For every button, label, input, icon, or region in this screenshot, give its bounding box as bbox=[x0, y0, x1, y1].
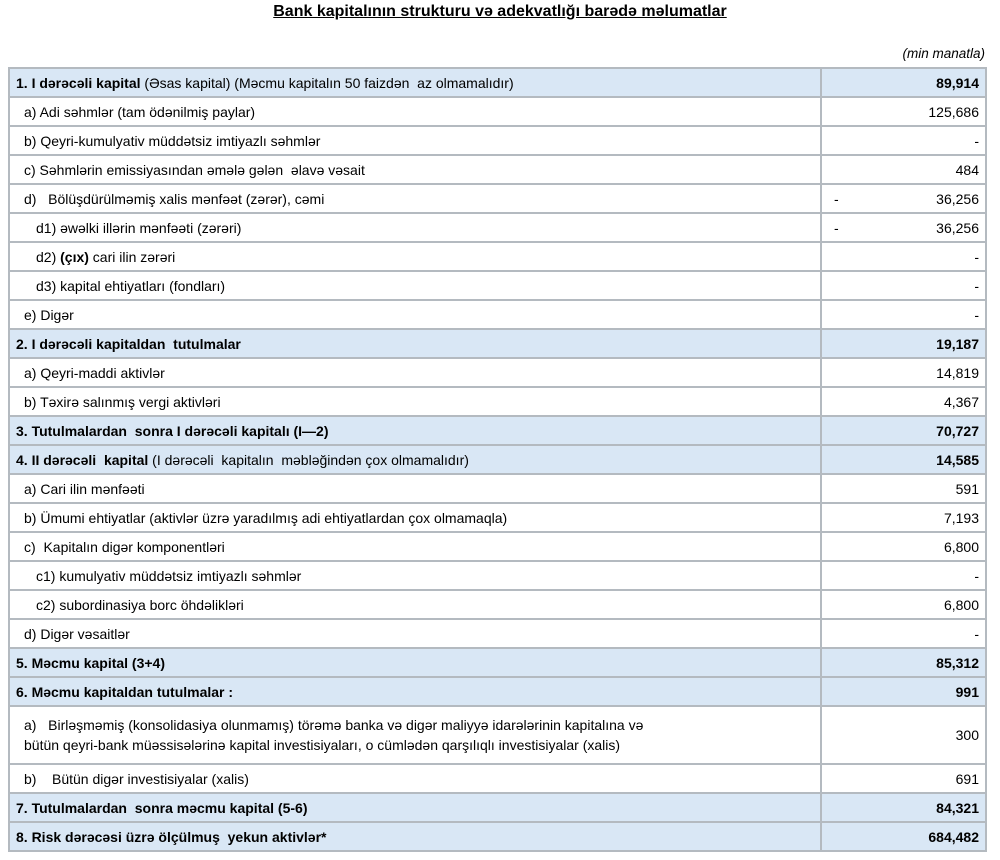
row-label-cell: c) Səhmlərin emissiyasından əmələ gələn … bbox=[8, 154, 822, 185]
row-value-cell: 85,312 bbox=[820, 647, 987, 678]
row-value-cell: - bbox=[820, 560, 987, 591]
row-value-cell: 19,187 bbox=[820, 328, 987, 359]
row-value-cell: 591 bbox=[820, 473, 987, 504]
row-label-cell: e) Digər bbox=[8, 299, 822, 330]
row-value-cell: 484 bbox=[820, 154, 987, 185]
table-row-2: 2. I dərəcəli kapitaldan tutulmalar 19,1… bbox=[8, 328, 987, 359]
row-value-cell: - bbox=[820, 299, 987, 330]
row-label-cell: a) Qeyri-maddi aktivlər bbox=[8, 357, 822, 388]
row-label-cell: c) Kapitalın digər komponentləri bbox=[8, 531, 822, 562]
table-row-1d1: d1) əwəlki illərin mənfəəti (zərəri) -36… bbox=[8, 212, 987, 243]
table-row-4d: d) Digər vəsaitlər - bbox=[8, 618, 987, 649]
row-value-cell: 6,800 bbox=[820, 589, 987, 620]
row-label-cell: b) Təxirə salınmış vergi aktivləri bbox=[8, 386, 822, 417]
table-row-1d2: d2) (çıx) cari ilin zərəri - bbox=[8, 241, 987, 272]
row-value-cell: 7,193 bbox=[820, 502, 987, 533]
table-row-7: 7. Tutulmalardan sonra məcmu kapital (5-… bbox=[8, 792, 987, 823]
table-row-1c: c) Səhmlərin emissiyasından əmələ gələn … bbox=[8, 154, 987, 185]
row-value-cell: 6,800 bbox=[820, 531, 987, 562]
row-label-cell: 8. Risk dərəcəsi üzrə ölçülmuş yekun akt… bbox=[8, 821, 822, 852]
unit-note: (min manatla) bbox=[902, 46, 985, 61]
row-value-cell: - bbox=[820, 270, 987, 301]
table-row-8: 8. Risk dərəcəsi üzrə ölçülmuş yekun akt… bbox=[8, 821, 987, 852]
page-title: Bank kapitalının strukturu və adekvatlığ… bbox=[273, 3, 727, 20]
table-row-1d3: d3) kapital ehtiyatları (fondları) - bbox=[8, 270, 987, 301]
row-label-cell: 4. II dərəcəli kapital (I dərəcəli kapit… bbox=[8, 444, 822, 475]
row-value-cell: 684,482 bbox=[820, 821, 987, 852]
table-row-2a: a) Qeyri-maddi aktivlər 14,819 bbox=[8, 357, 987, 388]
row-label-cell: 5. Məcmu kapital (3+4) bbox=[8, 647, 822, 678]
row-label-cell: d) Digər vəsaitlər bbox=[8, 618, 822, 649]
row-value-cell: 300 bbox=[820, 705, 987, 765]
table-row-6a: a) Birləşməmiş (konsolidasiya olunmamış)… bbox=[8, 705, 987, 765]
row-value-cell: 691 bbox=[820, 763, 987, 794]
row-label-cell: 2. I dərəcəli kapitaldan tutulmalar bbox=[8, 328, 822, 359]
row-label-cell: 1. I dərəcəli kapital (Əsas kapital) (Mə… bbox=[8, 67, 822, 98]
table-row-4c1: c1) kumulyativ müddətsiz imtiyazlı səhml… bbox=[8, 560, 987, 591]
table-row-4a: a) Cari ilin mənfəəti 591 bbox=[8, 473, 987, 504]
row-value-cell: - bbox=[820, 125, 987, 156]
row-value-cell: 125,686 bbox=[820, 96, 987, 127]
table-row-5: 5. Məcmu kapital (3+4) 85,312 bbox=[8, 647, 987, 678]
table-row-3: 3. Tutulmalardan sonra I dərəcəli kapita… bbox=[8, 415, 987, 446]
row-label-cell: a) Adi səhmlər (tam ödənilmiş paylar) bbox=[8, 96, 822, 127]
row-value-cell: 89,914 bbox=[820, 67, 987, 98]
row-value-cell: - bbox=[820, 618, 987, 649]
row-label-cell: b) Bütün digər investisiyalar (xalis) bbox=[8, 763, 822, 794]
row-value-cell: -36,256 bbox=[820, 183, 987, 214]
row-value-cell: 4,367 bbox=[820, 386, 987, 417]
row-value-cell: 14,819 bbox=[820, 357, 987, 388]
table-row-1d: d) Bölüşdürülməmiş xalis mənfəət (zərər)… bbox=[8, 183, 987, 214]
row-label-cell: b) Ümumi ehtiyatlar (aktivlər üzrə yarad… bbox=[8, 502, 822, 533]
table-row-4c: c) Kapitalın digər komponentləri 6,800 bbox=[8, 531, 987, 562]
row-label-cell: c2) subordinasiya borc öhdəlikləri bbox=[8, 589, 822, 620]
row-label-cell: a) Cari ilin mənfəəti bbox=[8, 473, 822, 504]
row-label-cell: c1) kumulyativ müddətsiz imtiyazlı səhml… bbox=[8, 560, 822, 591]
row-value-cell: 84,321 bbox=[820, 792, 987, 823]
row-label-cell: d3) kapital ehtiyatları (fondları) bbox=[8, 270, 822, 301]
row-label-cell: b) Qeyri-kumulyativ müddətsiz imtiyazlı … bbox=[8, 125, 822, 156]
table-row-1a: a) Adi səhmlər (tam ödənilmiş paylar) 12… bbox=[8, 96, 987, 127]
row-label-cell: 3. Tutulmalardan sonra I dərəcəli kapita… bbox=[8, 415, 822, 446]
table-row-4: 4. II dərəcəli kapital (I dərəcəli kapit… bbox=[8, 444, 987, 475]
table-row-1e: e) Digər - bbox=[8, 299, 987, 330]
row-label-cell: a) Birləşməmiş (konsolidasiya olunmamış)… bbox=[8, 705, 822, 765]
table-row-1: 1. I dərəcəli kapital (Əsas kapital) (Mə… bbox=[8, 67, 987, 98]
row-value-cell: 70,727 bbox=[820, 415, 987, 446]
table-row-6: 6. Məcmu kapitaldan tutulmalar : 991 bbox=[8, 676, 987, 707]
row-label-cell: d) Bölüşdürülməmiş xalis mənfəət (zərər)… bbox=[8, 183, 822, 214]
row-label-cell: 6. Məcmu kapitaldan tutulmalar : bbox=[8, 676, 822, 707]
table-row-2b: b) Təxirə salınmış vergi aktivləri 4,367 bbox=[8, 386, 987, 417]
table-row-4b: b) Ümumi ehtiyatlar (aktivlər üzrə yarad… bbox=[8, 502, 987, 533]
row-label-cell: 7. Tutulmalardan sonra məcmu kapital (5-… bbox=[8, 792, 822, 823]
row-value-cell: 991 bbox=[820, 676, 987, 707]
capital-structure-table: 1. I dərəcəli kapital (Əsas kapital) (Mə… bbox=[8, 67, 987, 852]
row-label-cell: d1) əwəlki illərin mənfəəti (zərəri) bbox=[8, 212, 822, 243]
table-row-1b: b) Qeyri-kumulyativ müddətsiz imtiyazlı … bbox=[8, 125, 987, 156]
row-value-cell: - bbox=[820, 241, 987, 272]
row-label-cell: d2) (çıx) cari ilin zərəri bbox=[8, 241, 822, 272]
row-value-cell: 14,585 bbox=[820, 444, 987, 475]
table-row-6b: b) Bütün digər investisiyalar (xalis) 69… bbox=[8, 763, 987, 794]
table-row-4c2: c2) subordinasiya borc öhdəlikləri 6,800 bbox=[8, 589, 987, 620]
row-value-cell: -36,256 bbox=[820, 212, 987, 243]
